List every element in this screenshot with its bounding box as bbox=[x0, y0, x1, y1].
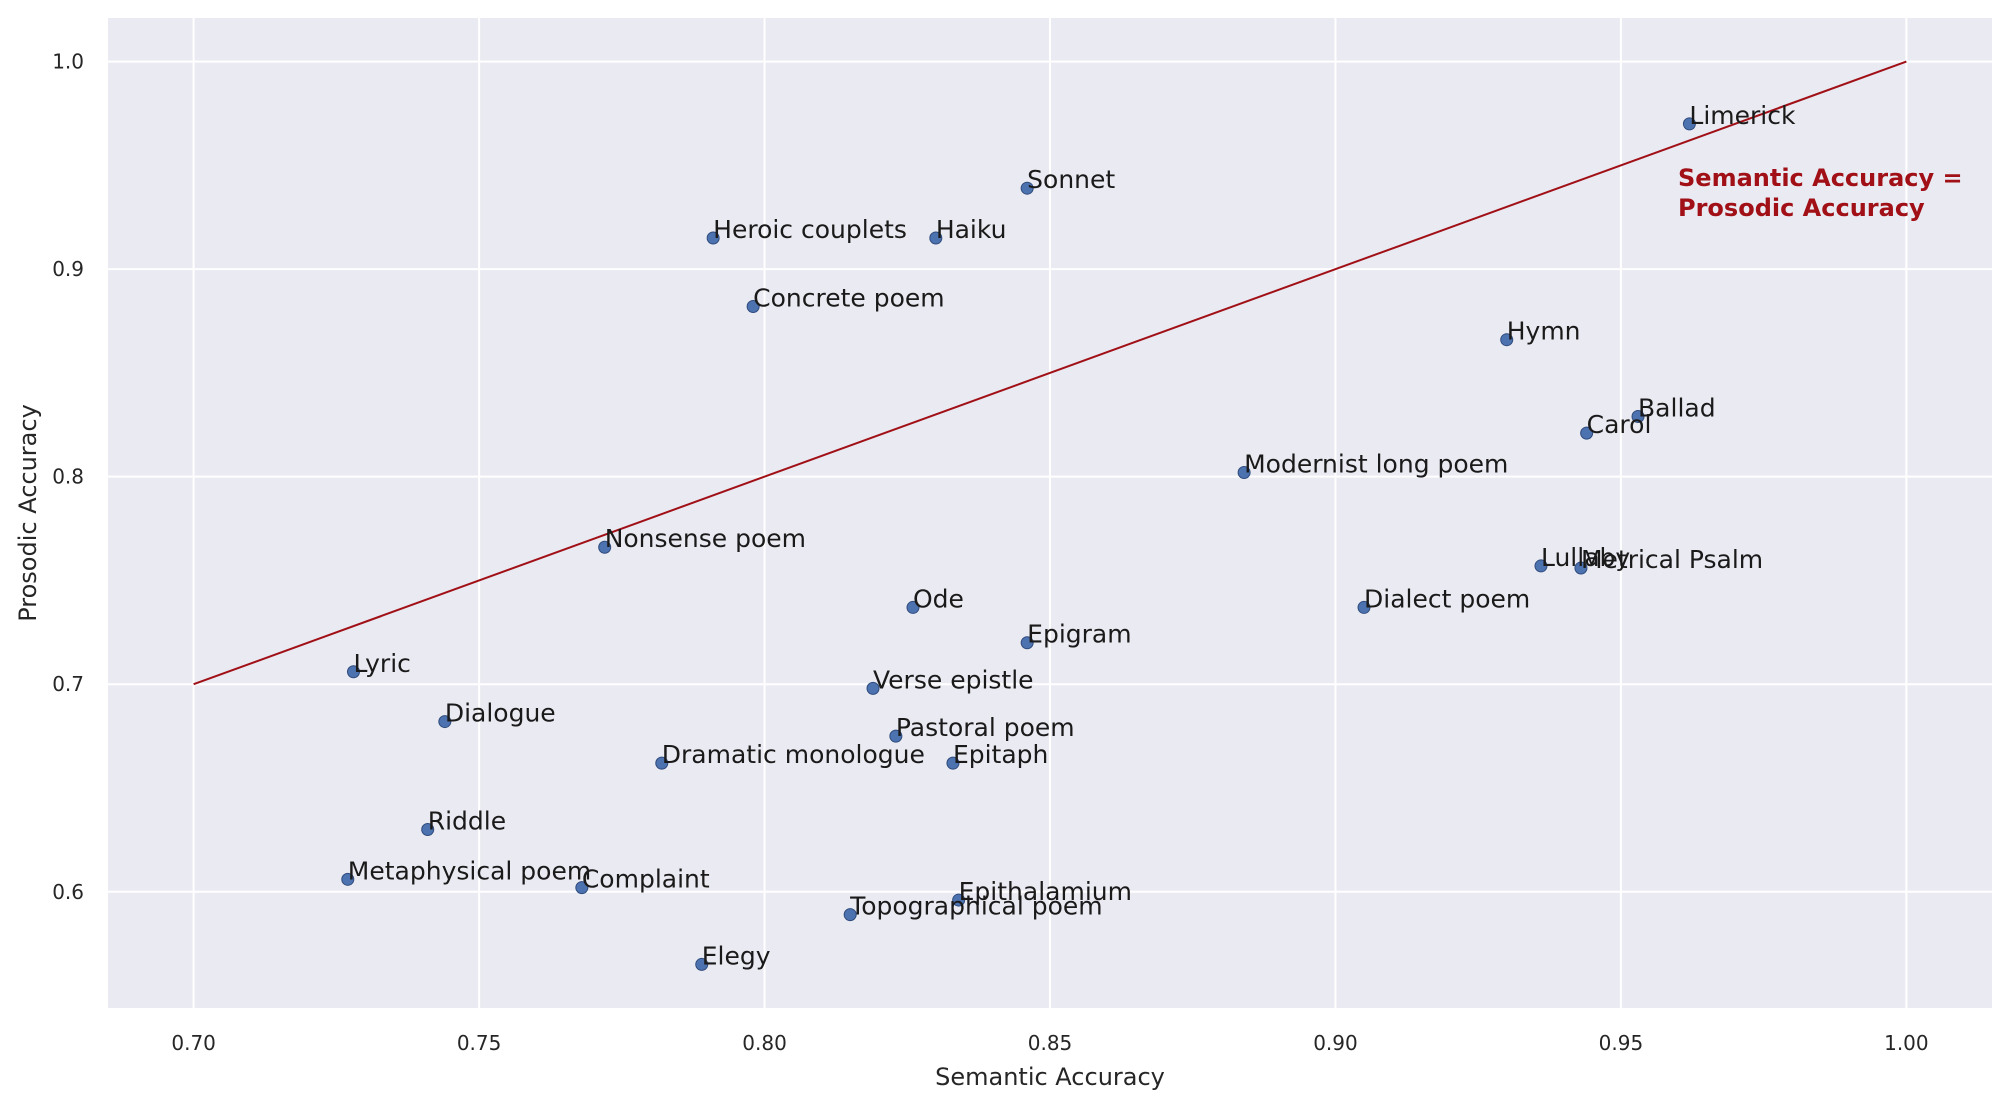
x-tick-label: 0.80 bbox=[742, 1031, 787, 1055]
data-point bbox=[1237, 466, 1251, 480]
point-label: Pastoral poem bbox=[896, 713, 1075, 742]
data-point bbox=[1500, 333, 1514, 347]
point-label: Lyric bbox=[353, 649, 410, 678]
point-label: Elegy bbox=[702, 941, 771, 970]
data-point bbox=[843, 908, 857, 922]
x-tick-label: 0.70 bbox=[171, 1031, 216, 1055]
data-point bbox=[341, 872, 355, 886]
reference-line-annotation-line2: Prosodic Accuracy bbox=[1678, 194, 1925, 222]
point-label: Verse epistle bbox=[873, 665, 1034, 694]
data-point bbox=[655, 756, 669, 770]
data-point bbox=[1580, 426, 1594, 440]
point-label: Metaphysical poem bbox=[348, 856, 591, 885]
x-axis-title: Semantic Accuracy bbox=[935, 1063, 1165, 1091]
point-label: Limerick bbox=[1689, 101, 1796, 130]
point-label: Ode bbox=[913, 584, 964, 613]
reference-line-annotation-line1: Semantic Accuracy = bbox=[1678, 164, 1963, 192]
data-point bbox=[866, 681, 880, 695]
point-label: Dialect poem bbox=[1364, 584, 1530, 613]
point-label: Haiku bbox=[936, 215, 1007, 244]
point-label: Epigram bbox=[1027, 620, 1131, 649]
data-point bbox=[906, 600, 920, 614]
point-label: Epithalamium bbox=[959, 877, 1132, 906]
point-label: Lullaby bbox=[1541, 543, 1630, 572]
x-tick-label: 1.00 bbox=[1884, 1031, 1929, 1055]
x-tick-label: 0.75 bbox=[457, 1031, 502, 1055]
data-point bbox=[575, 881, 589, 895]
data-point bbox=[1020, 181, 1034, 195]
y-axis-title: Prosodic Accuracy bbox=[14, 404, 42, 622]
point-label: Topographical poem bbox=[849, 892, 1102, 921]
data-points bbox=[341, 117, 1696, 971]
point-label: Concrete poem bbox=[753, 283, 944, 312]
data-point bbox=[1020, 636, 1034, 650]
data-point bbox=[889, 729, 903, 743]
data-point bbox=[438, 715, 452, 729]
point-label: Hymn bbox=[1507, 317, 1581, 346]
point-label: Epitaph bbox=[953, 740, 1048, 769]
data-point bbox=[598, 540, 612, 554]
y-tick-label: 1.0 bbox=[52, 50, 84, 74]
point-labels: Limerick Sonnet Heroic couplets Haiku Concre… bbox=[348, 101, 1796, 971]
x-tick-label: 0.95 bbox=[1599, 1031, 1644, 1055]
data-point bbox=[946, 756, 960, 770]
point-label: Modernist long poem bbox=[1244, 450, 1508, 479]
data-point bbox=[1357, 600, 1371, 614]
point-label: Carol bbox=[1587, 410, 1652, 439]
data-point bbox=[952, 893, 966, 907]
point-label: Ballad bbox=[1638, 393, 1716, 422]
point-label: Heroic couplets bbox=[713, 215, 907, 244]
y-tick-labels: 0.6 0.7 0.8 0.9 1.0 bbox=[52, 50, 84, 904]
data-point bbox=[929, 231, 943, 245]
data-point bbox=[746, 299, 760, 313]
data-point bbox=[706, 231, 720, 245]
y-tick-label: 0.6 bbox=[52, 880, 84, 904]
data-point bbox=[346, 665, 360, 679]
x-tick-labels: 0.70 0.75 0.80 0.85 0.90 0.95 1.00 bbox=[171, 1031, 1928, 1055]
point-label: Metrical Psalm bbox=[1581, 545, 1763, 574]
data-point bbox=[421, 823, 435, 837]
point-label: Dialogue bbox=[445, 699, 556, 728]
point-label: Nonsense poem bbox=[605, 524, 806, 553]
grid-lines bbox=[108, 18, 1992, 1008]
y-tick-label: 0.8 bbox=[52, 465, 84, 489]
x-tick-label: 0.90 bbox=[1313, 1031, 1358, 1055]
point-label: Riddle bbox=[428, 807, 506, 836]
point-label: Dramatic monologue bbox=[662, 740, 925, 769]
data-point bbox=[1682, 117, 1696, 131]
data-point bbox=[1574, 561, 1588, 575]
point-label: Sonnet bbox=[1027, 165, 1115, 194]
x-tick-label: 0.85 bbox=[1028, 1031, 1073, 1055]
reference-line bbox=[193, 60, 1907, 686]
y-tick-label: 0.7 bbox=[52, 672, 84, 696]
point-label: Complaint bbox=[582, 865, 710, 894]
data-point bbox=[1534, 559, 1548, 573]
data-point bbox=[695, 957, 709, 971]
y-tick-label: 0.9 bbox=[52, 257, 84, 281]
data-point bbox=[1631, 409, 1645, 423]
